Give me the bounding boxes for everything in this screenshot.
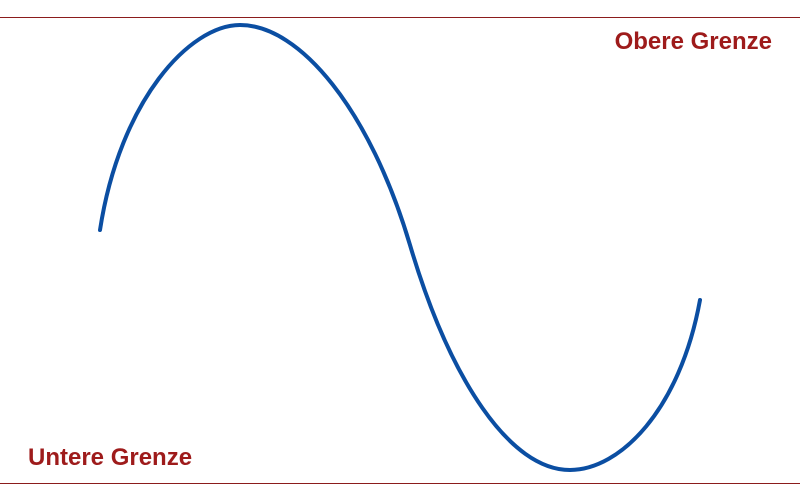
- curve-path: [100, 25, 700, 470]
- sine-curve: [0, 0, 800, 500]
